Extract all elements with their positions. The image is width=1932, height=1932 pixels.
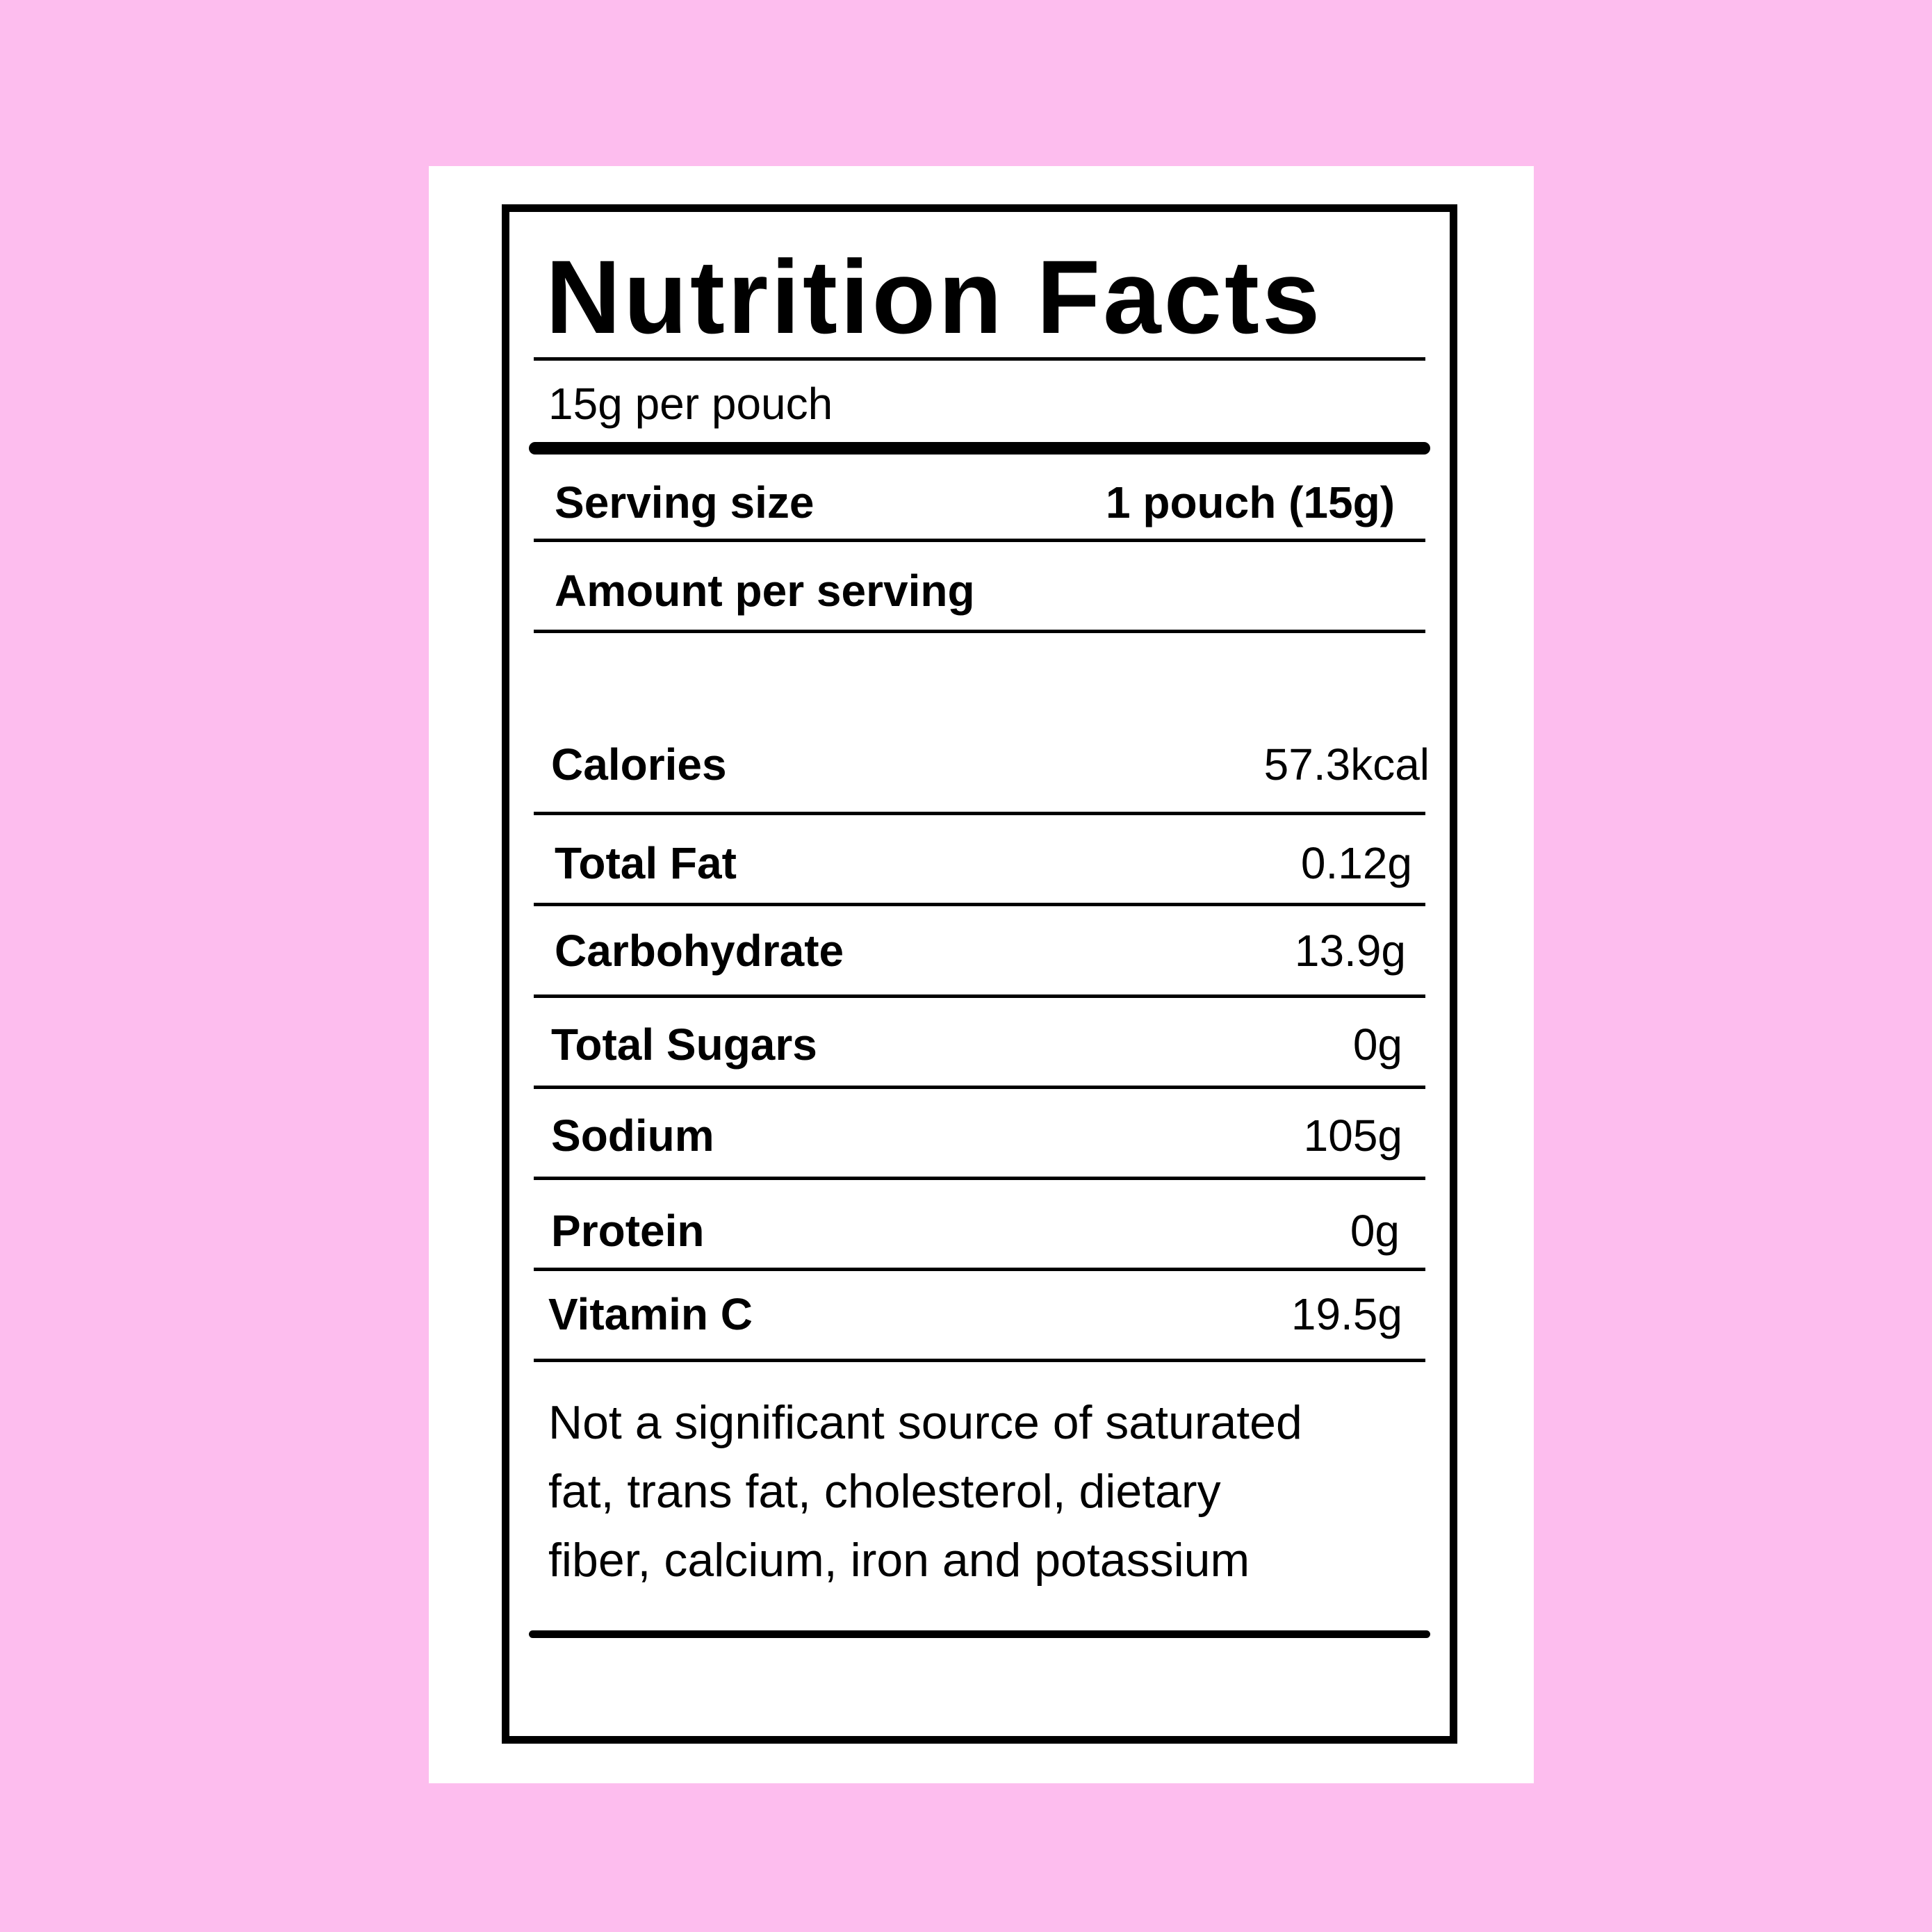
divider [534,1359,1425,1362]
label-border [502,204,1457,1744]
divider [534,1177,1425,1180]
divider [534,1086,1425,1089]
thick-divider [529,442,1430,455]
serving-size-label: Serving size [555,477,814,527]
nutrient-name: Vitamin C [548,1289,753,1339]
nutrient-value: 13.9g [1294,926,1406,976]
nutrient-name: Calories [551,739,727,789]
nutrient-name: Sodium [551,1111,714,1161]
divider [534,994,1425,998]
nutrient-name: Carbohydrate [555,926,844,976]
footnote-line: Not a significant source of saturated [548,1396,1302,1449]
divider [534,357,1425,361]
divider [534,539,1425,542]
footnote-line: fat, trans fat, cholesterol, dietary [548,1465,1221,1518]
divider [534,1268,1425,1271]
label-card [429,166,1534,1783]
divider [534,812,1425,815]
amount-per-serving: Amount per serving [555,566,975,616]
footnote: Not a significant source of saturated fa… [548,1389,1452,1595]
label-subtitle: 15g per pouch [548,379,833,429]
nutrient-value: 57.3kcal [1263,739,1430,789]
divider [534,903,1425,906]
divider [534,630,1425,633]
nutrient-name: Total Sugars [551,1020,817,1070]
nutrient-value: 0g [1352,1020,1402,1070]
nutrient-name: Protein [551,1206,705,1256]
nutrient-value: 19.5g [1291,1289,1402,1339]
nutrient-value: 0g [1350,1206,1400,1256]
serving-size-value: 1 pouch (15g) [1105,477,1395,527]
footnote-line: fiber, calcium, iron and potassium [548,1534,1250,1587]
label-title: Nutrition Facts [546,238,1323,355]
nutrient-value: 0.12g [1300,838,1412,888]
bottom-divider [529,1630,1430,1638]
nutrient-name: Total Fat [555,838,737,888]
nutrient-value: 105g [1303,1111,1402,1161]
